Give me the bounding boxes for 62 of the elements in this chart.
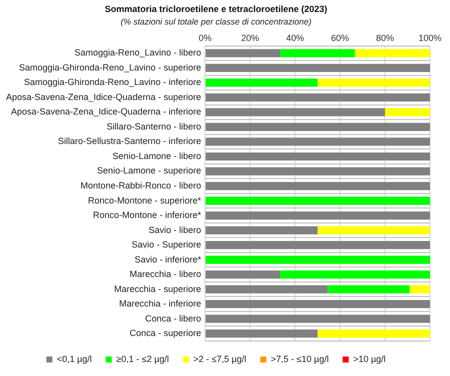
- legend-label: >10 µg/l: [353, 354, 386, 364]
- x-tick-label: 100%: [418, 32, 442, 43]
- chart-subtitle: (% stazioni sul totale per classe di concentrazione): [120, 16, 312, 26]
- bar: [206, 167, 430, 176]
- bar: [206, 330, 318, 338]
- y-tick-label: Senio-Lamone - superiore: [97, 166, 202, 176]
- y-tick-label: Marecchia - superiore: [114, 284, 202, 294]
- x-tick-label: 0%: [198, 32, 212, 43]
- bar: [280, 270, 430, 279]
- y-tick-label: Marecchia - libero: [130, 269, 202, 280]
- bar: [206, 93, 430, 102]
- y-tick-label: Conca - libero: [145, 313, 202, 324]
- bar: [206, 285, 328, 294]
- bar: [206, 241, 430, 250]
- bar: [206, 64, 430, 72]
- y-tick-label: Marecchia - inferiore: [119, 298, 202, 309]
- legend-label: >2 - ≤7,5 µg/l: [193, 354, 246, 364]
- bar: [410, 285, 430, 294]
- bar: [206, 182, 430, 190]
- bar: [206, 122, 430, 132]
- y-tick-label: Samoggia-Ghironda-Reno_Lavino - inferiore: [24, 77, 202, 88]
- bar: [206, 314, 430, 323]
- bar: [206, 211, 430, 220]
- y-tick-label: Savio - inferiore*: [134, 254, 202, 264]
- bar: [206, 49, 280, 58]
- y-tick-label: Aposa-Savena-Zena_Idice-Quaderna - superiore: [6, 92, 202, 102]
- y-tick-label: Ronco-Montone - inferiore*: [93, 210, 202, 220]
- bar: [206, 108, 386, 116]
- chart-title: Sommatoria tricloroetilene e tetracloroetilene (2023): [104, 4, 328, 14]
- x-tick-label: 20%: [241, 32, 260, 43]
- legend-label: ≥0,1 - ≤2 µg/l: [116, 354, 169, 364]
- bar: [206, 78, 318, 87]
- y-tick-label: Savio - Superiore: [132, 240, 202, 250]
- y-tick-label: Ronco-Montone - superiore*: [88, 195, 202, 206]
- bar: [206, 226, 318, 234]
- bar: [318, 330, 430, 338]
- bar: [206, 300, 430, 308]
- y-tick-label: Montone-Rabbi-Ronco - libero: [80, 180, 202, 191]
- y-tick-label: Sillaro-Santerno - libero: [106, 121, 202, 132]
- bar: [385, 108, 430, 116]
- y-tick-label: Savio - libero: [148, 224, 202, 235]
- bar: [206, 270, 280, 279]
- y-tick-label: Sillaro-Sellustra-Santerno - inferiore: [58, 136, 202, 146]
- bar: [354, 49, 430, 58]
- bar: [206, 152, 430, 161]
- bar: [318, 78, 430, 87]
- y-tick-label: Aposa-Savena-Zena_Idice-Quaderna - inferiore: [11, 106, 202, 117]
- y-tick-label: Senio-Lamone - libero: [112, 150, 202, 161]
- bar: [318, 226, 430, 234]
- bar: [206, 196, 430, 205]
- y-tick-label: Samoggia-Ghironda-Reno_Lavino - superiore: [19, 62, 202, 72]
- bar: [280, 49, 355, 58]
- bar: [206, 256, 430, 264]
- y-tick-label: Samoggia-Reno_Lavino - libero: [74, 48, 202, 58]
- legend-label: <0,1 µg/l: [56, 354, 92, 364]
- bar: [206, 138, 430, 146]
- bar: [328, 285, 410, 294]
- x-tick-label: 80%: [376, 32, 394, 43]
- legend-label: >7,5 - ≤10 µg/l: [270, 354, 329, 364]
- x-tick-label: 40%: [286, 32, 304, 43]
- x-tick-label: 60%: [331, 32, 350, 43]
- y-tick-label: Conca - superiore: [130, 328, 202, 338]
